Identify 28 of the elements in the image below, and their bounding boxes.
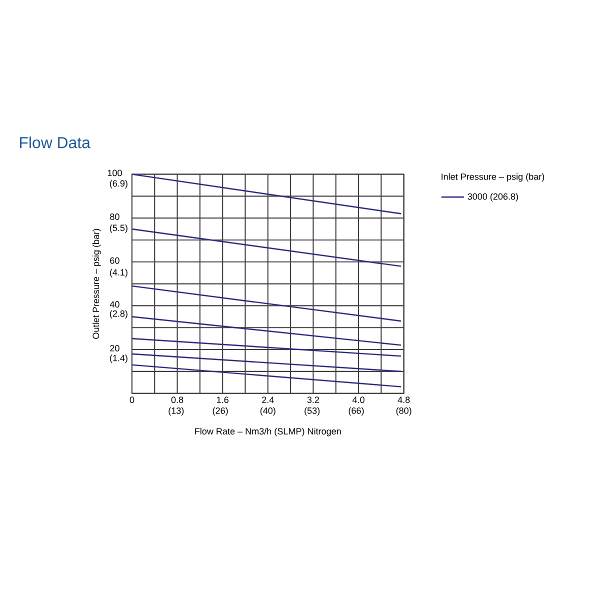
chart-title: Flow Data	[20, 136, 90, 148]
y2-tick-label: (4.1)	[110, 268, 128, 278]
x-tick-label: 3.2	[307, 396, 320, 403]
x-tick-label: 1.6	[217, 396, 228, 403]
y-tick-label: 100	[108, 170, 122, 176]
y2-tick-label: (5.5)	[110, 224, 128, 233]
y2-tick-label: (2.8)	[110, 310, 128, 318]
y-tick-label: 40	[110, 300, 120, 308]
y-axis-title: Outlet Pressure – psig (bar)	[92, 228, 101, 339]
y2-tick-label: (1.4)	[110, 354, 128, 363]
y-tick-label: 20	[110, 344, 120, 352]
x-tick-label: 2.4	[262, 396, 274, 403]
x-tick-label: 4.0	[352, 396, 364, 403]
x-tick-label: 0.8	[171, 396, 184, 403]
x2-tick-label: (40)	[260, 407, 276, 416]
legend-label: 3000 (206.8)	[468, 192, 518, 202]
x2-tick-label: (80)	[396, 407, 412, 416]
x-axis-title: Flow Rate – Nm3/h (SLMP) Nitrogen	[195, 428, 341, 436]
y2-tick-label: (6.9)	[110, 180, 128, 188]
x2-tick-label: (26)	[212, 407, 228, 416]
x-tick-label: 4.8	[398, 396, 410, 403]
x2-tick-label: (66)	[348, 407, 364, 416]
x-tick-label: 0	[130, 396, 134, 403]
x2-tick-label: (13)	[168, 407, 184, 416]
legend-title: Inlet Pressure – psig (bar)	[442, 173, 544, 182]
x2-tick-label: (53)	[304, 407, 320, 416]
y-tick-label: 80	[110, 213, 120, 220]
y-tick-label: 60	[110, 257, 120, 264]
